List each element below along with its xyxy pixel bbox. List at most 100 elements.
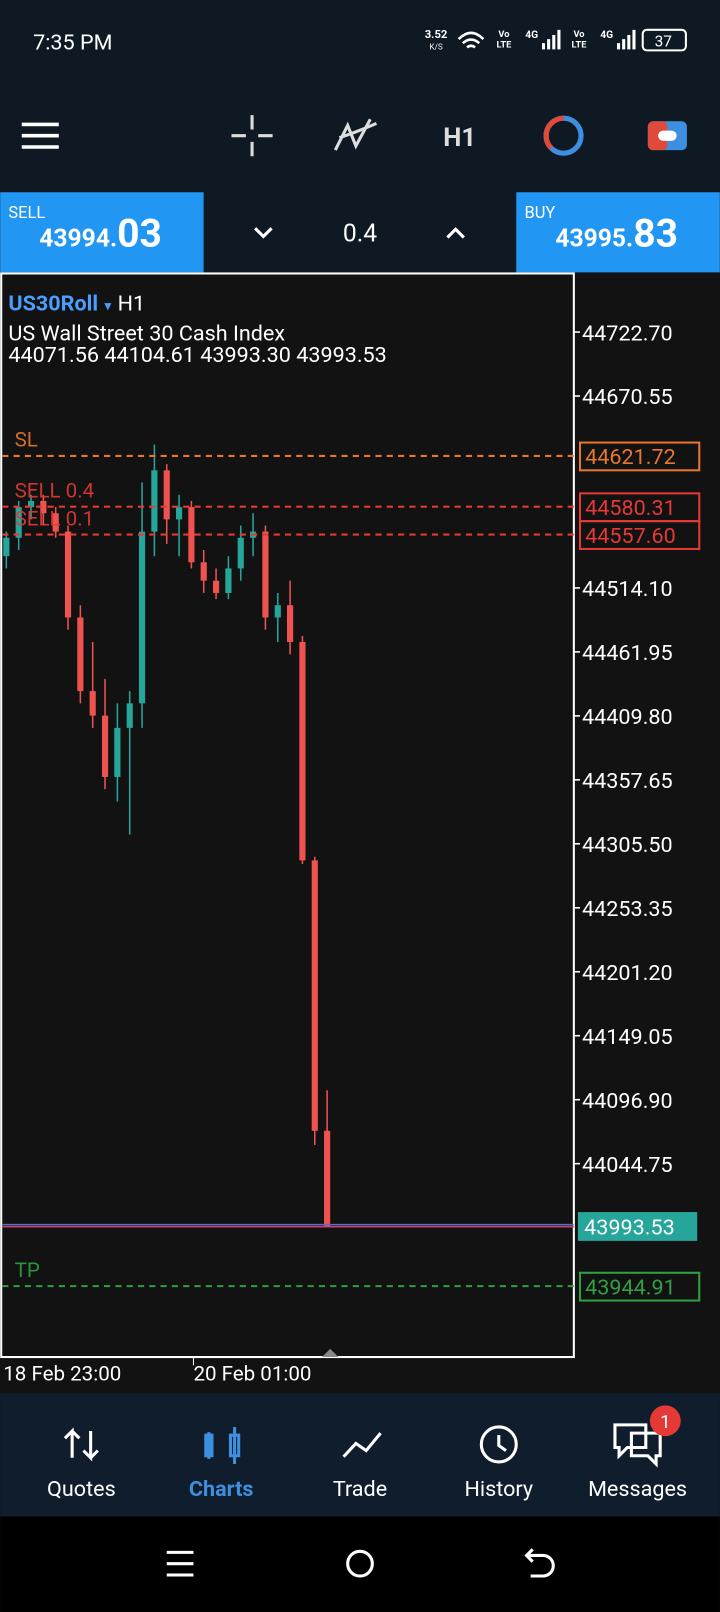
nav-history[interactable]: History [464,1477,533,1502]
crosshair-button[interactable] [231,115,273,157]
candle-body [262,531,269,618]
status-time: 7:35 PM [33,30,112,55]
candle-body [212,580,220,593]
candle-body [200,562,207,581]
candle-body [175,507,183,520]
timeframe-button[interactable]: H1 [443,123,476,153]
signal-label: Vo [573,29,584,40]
plot: 44722.70 44670.55 44514.10 44461.95 44409.80… [2,321,701,1302]
y-tick-label: 44201.20 [582,961,673,986]
system-nav [0,1516,720,1612]
badge-count: 1 [660,1411,670,1433]
chart-header: US30Roll ▾ H1 [8,291,145,316]
y-tick-label: 44253.35 [582,897,673,922]
menu-button[interactable] [21,122,59,149]
symbol[interactable]: US30Roll [8,291,98,316]
recent-apps[interactable] [166,1550,194,1577]
level-price: 44557.60 [585,524,676,549]
lot-value[interactable]: 0.4 [343,220,377,249]
charts-icon [204,1426,241,1464]
time-label: 20 Feb 01:00 [193,1363,311,1387]
candle-body [324,1130,331,1227]
sell-button[interactable] [0,192,204,273]
level-name: SELL 0.4 [15,479,95,503]
signal-label: 4G [600,28,613,41]
trade-icon [342,1432,382,1458]
buy-button[interactable] [516,192,720,273]
sell-price: 43994.03 [39,211,162,257]
symbol-dropdown[interactable]: ▾ [104,297,112,314]
level-box [578,1271,701,1302]
price-box [577,1212,698,1241]
sell-price-small: 43994. [39,225,117,254]
net-speed: 3.52 [425,28,448,41]
battery-icon [641,28,687,52]
level-name: SELL 0.1 [15,507,95,531]
candle-body [311,860,318,1131]
candle-body [151,470,158,532]
lot-panel [203,192,517,273]
net-unit: K/S [429,42,443,52]
y-tick-label: 44305.50 [582,833,673,858]
lot-down[interactable] [254,227,273,239]
back[interactable] [524,1548,555,1578]
nav-quotes[interactable]: Quotes [47,1477,116,1502]
y-tick-label: 44149.05 [582,1025,673,1050]
scroll-marker [321,1348,339,1358]
buy-price-small: 43995. [555,225,633,254]
nav-trade[interactable]: Trade [333,1477,387,1502]
history-icon [479,1425,518,1464]
candle-body [225,568,232,593]
quotes-icon [63,1427,99,1462]
candle-body [237,537,244,569]
candle-body [299,642,306,861]
candle-body [52,513,59,532]
nav-messages[interactable]: Messages [588,1477,687,1502]
sell-label: SELL [8,204,45,223]
home[interactable] [346,1549,374,1578]
ohlc: 44071.56 44104.61 43993.30 43993.53 [8,343,386,368]
signal-label: 4G [525,28,538,41]
buy-price: 43995.83 [555,211,678,257]
battery-level: 37 [655,32,672,50]
candle-body [138,531,146,704]
time-label: 18 Feb 23:00 [3,1363,121,1387]
signal-bars [617,29,636,50]
candle-body [64,531,72,618]
chart-frame [0,272,575,1359]
level-price: 43944.91 [585,1275,676,1300]
clock-accent [543,115,564,150]
candle-body [274,605,281,618]
signal-label: LTE [496,39,511,50]
buy-price-big: 83 [633,211,678,257]
indicators-button[interactable] [333,118,378,151]
trade-button-part [647,121,668,151]
symbol-description: US Wall Street 30 Cash Index [8,321,285,346]
nav-charts[interactable]: Charts [189,1477,254,1502]
candle-body [40,500,47,514]
candle-body [27,500,35,508]
buy-label: BUY [524,204,555,223]
y-tick-label: 44357.65 [582,769,673,794]
candle-body [114,727,121,777]
top-background [0,0,720,193]
nav-background [0,1393,720,1517]
y-tick-label: 44096.90 [582,1089,673,1114]
level-name: SL [15,429,38,453]
trade-button-knob [658,130,677,141]
badge [649,1405,681,1437]
wifi-icon [457,31,485,49]
messages-icon [613,1423,662,1468]
level-price: 44621.72 [585,445,676,470]
candle-body [287,605,294,643]
lot-up[interactable] [446,227,465,239]
sell-price-big: 03 [117,211,162,257]
candle-body [188,507,195,563]
y-tick-label: 44722.70 [582,321,673,346]
candle-body [101,715,109,777]
history-hands [497,1435,507,1452]
signal-bars [541,29,561,50]
candle-body [3,537,10,557]
